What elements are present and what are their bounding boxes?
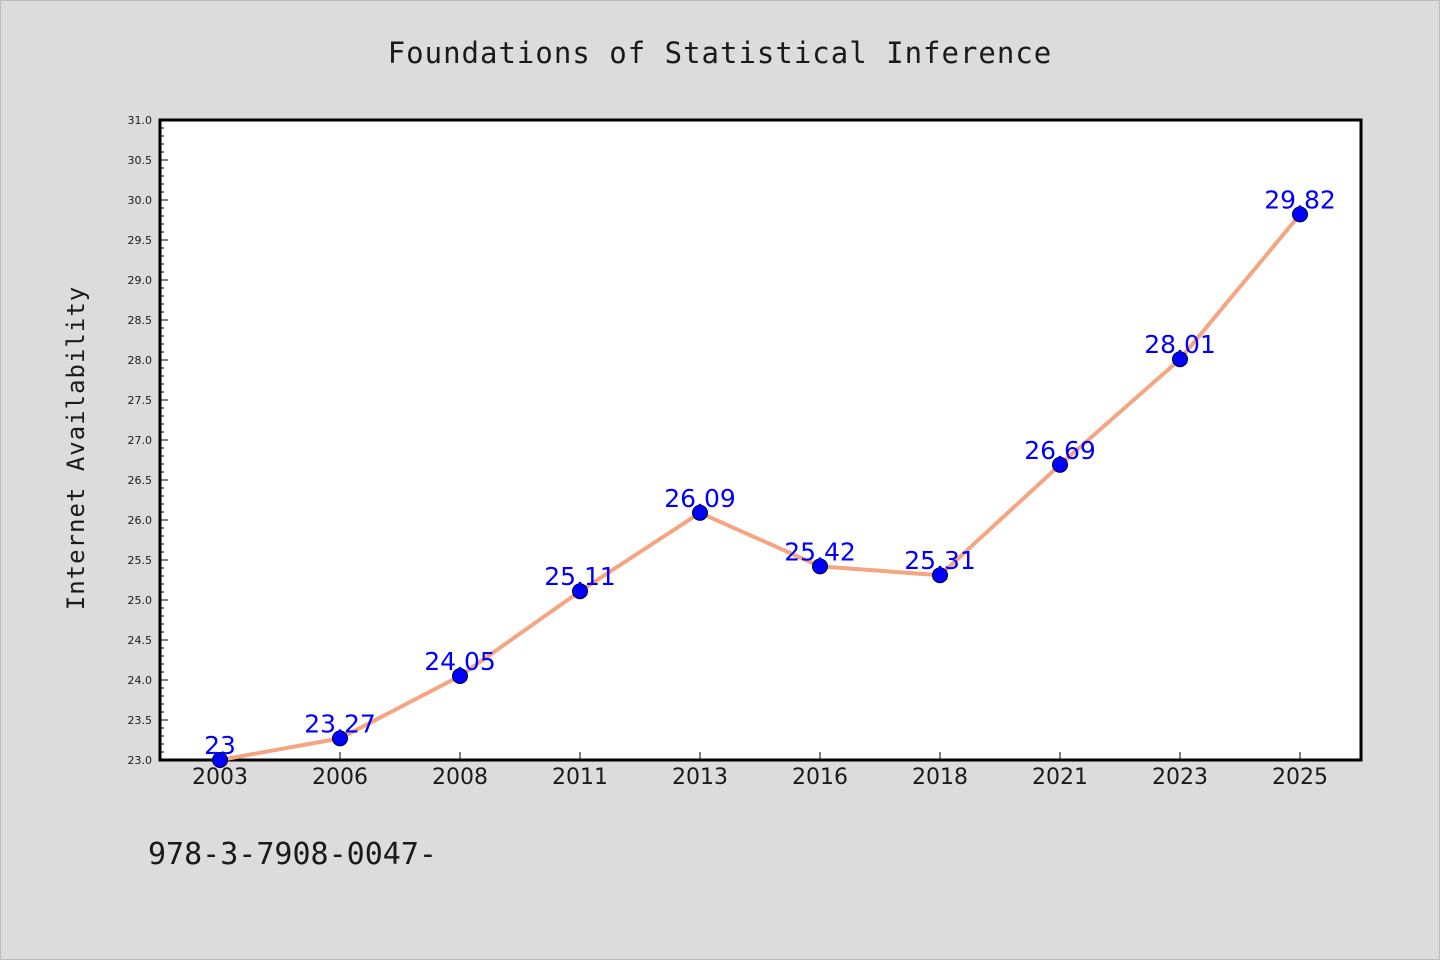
- y-tick-label: 23.0: [128, 754, 153, 767]
- x-tick-label: 2016: [792, 765, 848, 790]
- y-tick-label: 27.5: [128, 394, 153, 407]
- data-label: 23: [204, 731, 236, 760]
- y-tick-label: 30.0: [128, 194, 153, 207]
- plot-area: [158, 118, 1363, 762]
- data-label: 24.05: [424, 647, 496, 676]
- x-tick-label: 2003: [192, 765, 248, 790]
- data-point: [932, 567, 948, 584]
- y-tick-label: 25.5: [128, 554, 153, 567]
- data-label: 26.09: [664, 484, 736, 513]
- data-point: [692, 504, 708, 521]
- y-tick-label: 29.0: [128, 274, 153, 287]
- x-tick-label: 2023: [1152, 765, 1208, 790]
- data-label: 25.11: [544, 562, 616, 591]
- y-tick-label: 31.0: [128, 114, 153, 127]
- chart-title: Foundations of Statistical Inference: [388, 36, 1053, 70]
- data-labels-layer: 23 23.27 24.05 25.11 26.09 25.42 25.31 26.69 28.…: [204, 185, 1336, 760]
- y-tick-label: 30.5: [128, 154, 153, 167]
- y-tick-label: 29.5: [128, 234, 153, 247]
- data-point: [1292, 206, 1308, 223]
- y-tick-label: 25.0: [128, 594, 153, 607]
- data-label: 25.31: [904, 546, 976, 575]
- y-axis-label: Internet Availability: [62, 286, 90, 610]
- data-label: 23.27: [304, 709, 376, 738]
- y-tick-label: 23.5: [128, 714, 153, 727]
- data-point: [572, 583, 588, 600]
- series-layer: [212, 206, 1308, 768]
- isbn-text: 978-3-7908-0047-: [148, 837, 437, 872]
- data-point: [332, 730, 348, 747]
- data-point: [1172, 351, 1188, 368]
- data-point: [452, 668, 468, 684]
- x-tick-label: 2018: [912, 765, 968, 790]
- x-tick-label: 2025: [1272, 765, 1328, 790]
- data-point: [1052, 456, 1068, 473]
- data-label: 25.42: [784, 537, 856, 566]
- y-axis: 23.0 23.5 24.0 24.5 25.0 25.5 26.0 26.5 27.0 27.5…: [128, 114, 168, 767]
- series-line: [218, 212, 1302, 762]
- y-tick-label: 26.0: [128, 514, 153, 527]
- x-tick-label: 2011: [552, 765, 608, 790]
- x-tick-label: 2006: [312, 765, 368, 790]
- y-tick-label: 28.5: [128, 314, 153, 327]
- data-point: [812, 558, 828, 575]
- data-label: 29.82: [1264, 185, 1336, 214]
- y-tick-label: 27.0: [128, 434, 153, 447]
- y-tick-label: 26.5: [128, 474, 153, 487]
- data-point: [212, 752, 228, 768]
- y-tick-label: 24.5: [128, 634, 153, 647]
- data-label: 28.01: [1144, 330, 1216, 359]
- x-tick-label: 2021: [1032, 765, 1088, 790]
- x-tick-label: 2008: [432, 765, 488, 790]
- x-tick-label: 2013: [672, 765, 728, 790]
- x-axis: 2003 2006 2008 2011 2013 2016 2018 2021 2023 2025: [192, 752, 1328, 790]
- data-label: 26.69: [1024, 436, 1096, 465]
- y-tick-label: 28.0: [128, 354, 153, 367]
- y-tick-label: 24.0: [128, 674, 153, 687]
